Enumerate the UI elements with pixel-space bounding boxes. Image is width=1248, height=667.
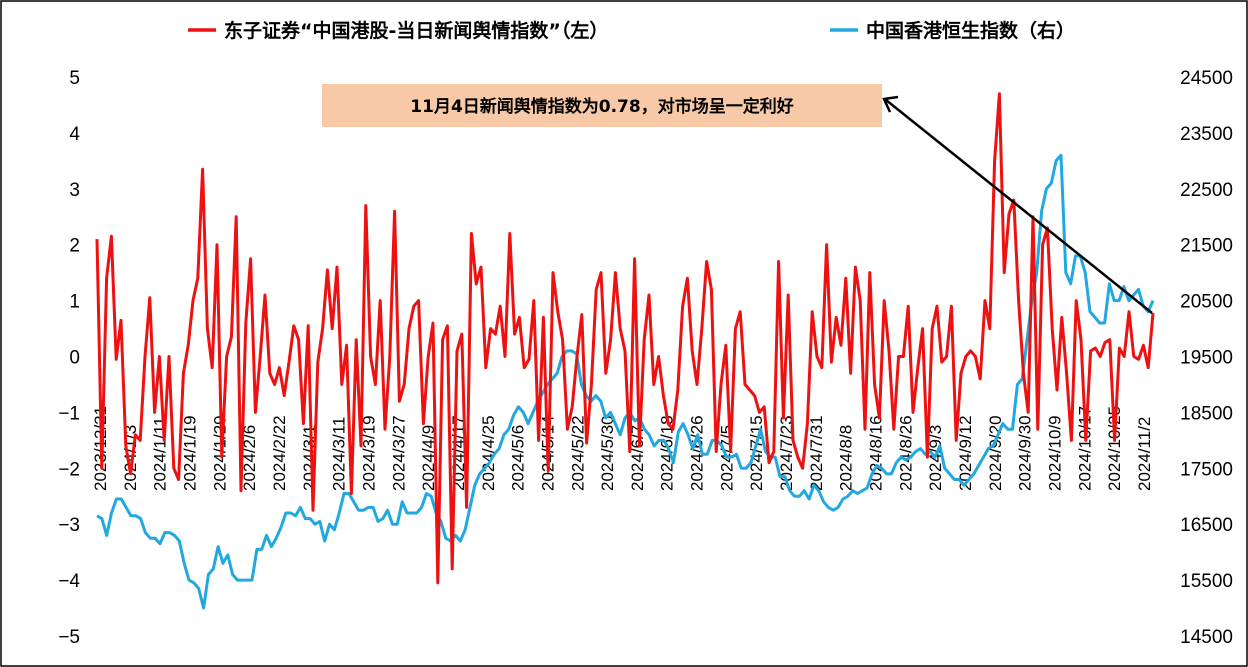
x-tick-label: 2024/9/30 — [1016, 415, 1035, 491]
x-tick-label: 2024/6/7 — [628, 425, 647, 491]
right-axis-ticks: 24500 23500 22500 21500 20500 19500 18500 17500… — [1180, 68, 1233, 648]
left-tick-label: −4 — [58, 571, 80, 592]
left-tick-label: 4 — [69, 124, 80, 145]
x-tick-label: 2024/8/8 — [837, 425, 856, 491]
series-line-hang-seng — [96, 153, 1155, 610]
x-tick-label: 2024/1/19 — [181, 415, 200, 491]
legend-label-red: 东子证券“中国港股-当日新闻舆情指数”（左） — [224, 19, 608, 42]
x-tick-label: 2024/8/26 — [896, 415, 915, 491]
x-tick-label: 2024/9/12 — [956, 415, 975, 491]
x-tick-label: 2024/8/16 — [867, 415, 886, 491]
annotation: 11月4日新闻舆情指数为0.78，对市场呈一定利好 — [322, 84, 1153, 314]
x-tick-label: 2024/3/11 — [330, 417, 349, 491]
annotation-arrowhead — [882, 95, 899, 113]
left-tick-label: 3 — [69, 180, 80, 201]
x-tick-label: 2024/3/19 — [360, 415, 379, 491]
x-tick-label: 2024/2/22 — [270, 415, 289, 491]
legend-label-blue: 中国香港恒生指数（右） — [866, 19, 1075, 42]
right-tick-label: 16500 — [1180, 515, 1233, 536]
x-tick-label: 2024/5/22 — [568, 415, 587, 491]
annotation-box — [322, 84, 882, 127]
right-tick-label: 24500 — [1180, 68, 1233, 89]
right-tick-label: 19500 — [1180, 348, 1233, 369]
right-tick-label: 17500 — [1180, 459, 1233, 480]
right-tick-label: 23500 — [1180, 124, 1233, 145]
x-tick-label: 2024/4/9 — [419, 425, 438, 491]
x-tick-label: 2024/7/15 — [747, 415, 766, 491]
annotation-text: 11月4日新闻舆情指数为0.78，对市场呈一定利好 — [410, 96, 793, 117]
left-tick-label: −5 — [58, 627, 80, 648]
right-tick-label: 14500 — [1180, 627, 1233, 648]
right-tick-label: 22500 — [1180, 180, 1233, 201]
left-tick-label: 2 — [69, 236, 80, 257]
x-tick-label: 2024/7/31 — [807, 415, 826, 491]
x-tick-label: 2024/1/11 — [151, 417, 170, 491]
legend: 东子证券“中国港股-当日新闻舆情指数”（左） 中国香港恒生指数（右） — [188, 19, 1075, 42]
left-tick-label: 1 — [69, 292, 80, 313]
x-tick-label: 2024/11/2 — [1135, 417, 1154, 491]
x-tick-label: 2024/5/6 — [509, 425, 528, 491]
right-tick-label: 21500 — [1180, 236, 1233, 257]
x-tick-label: 2024/9/20 — [986, 415, 1005, 491]
x-tick-label: 2024/10/9 — [1046, 415, 1065, 491]
x-tick-label: 2024/2/6 — [240, 425, 259, 491]
left-tick-label: −1 — [58, 403, 80, 424]
x-tick-label: 2024/5/30 — [598, 415, 617, 491]
x-tick-label: 2024/10/25 — [1105, 406, 1124, 491]
left-tick-label: −3 — [58, 515, 80, 536]
left-tick-label: 5 — [69, 68, 80, 89]
x-tick-label: 2024/6/18 — [658, 415, 677, 491]
left-tick-label: 0 — [69, 348, 80, 369]
x-tick-label: 2024/3/27 — [389, 415, 408, 491]
x-tick-label: 2024/4/25 — [479, 415, 498, 491]
x-tick-label: 2024/10/17 — [1075, 406, 1094, 491]
right-tick-label: 18500 — [1180, 403, 1233, 424]
right-tick-label: 15500 — [1180, 571, 1233, 592]
x-tick-label: 2024/6/26 — [688, 415, 707, 491]
right-tick-label: 20500 — [1180, 292, 1233, 313]
left-axis-ticks: 5 4 3 2 1 0 −1 −2 −3 −4 −5 — [58, 68, 80, 648]
annotation-arrow — [885, 99, 1153, 314]
x-axis-ticks: 2023/12/21 2024/1/3 2024/1/11 2024/1/19 2024… — [91, 406, 1154, 491]
left-tick-label: −2 — [58, 459, 80, 480]
series-line-sentiment — [95, 92, 1155, 585]
x-tick-label: 2024/1/29 — [210, 415, 229, 491]
